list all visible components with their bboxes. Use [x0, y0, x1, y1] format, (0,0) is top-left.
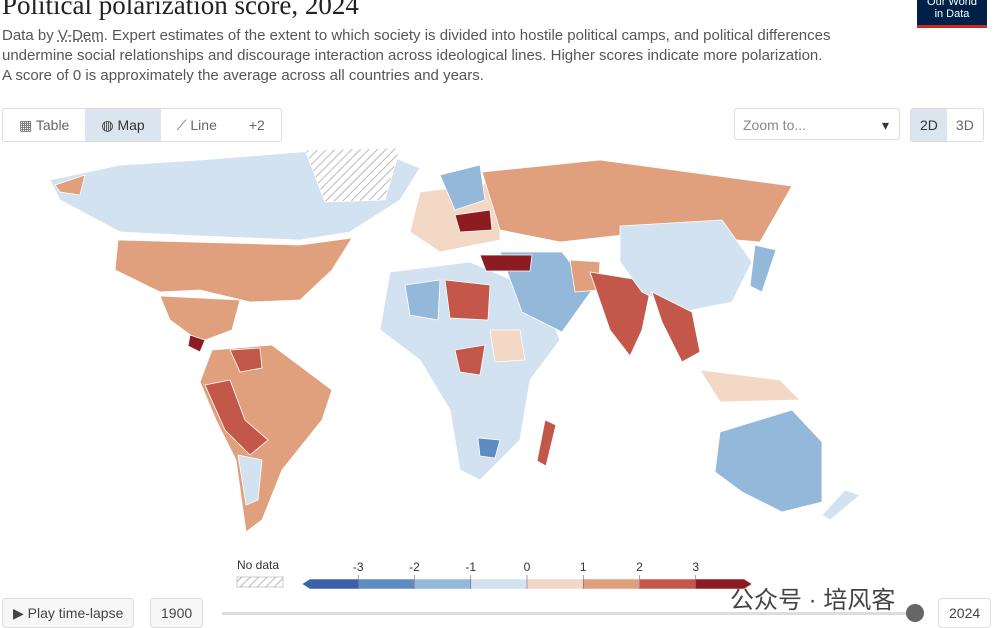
country[interactable]: [204, 379, 269, 456]
tab[interactable]: ⟋ Line: [176, 117, 217, 133]
no-data-swatch: [236, 576, 284, 588]
watermark: 公众号 · 培风客: [730, 587, 896, 614]
source-link[interactable]: V-Dem: [57, 27, 104, 44]
legend-tick-label: -2: [409, 560, 420, 574]
country[interactable]: [699, 369, 801, 403]
country[interactable]: [404, 279, 441, 321]
source-prefix: Data by: [2, 27, 54, 44]
legend-bin: [639, 578, 696, 590]
zoom-label: Zoom to...: [743, 117, 807, 133]
no-data-label: No data: [237, 558, 279, 572]
legend-tick-label: -1: [465, 560, 476, 574]
country[interactable]: [454, 209, 493, 233]
view-toggle: 2D 3D: [910, 108, 984, 142]
logo[interactable]: Our World in Data: [917, 0, 987, 28]
legend-tick-label: -3: [353, 560, 364, 574]
tab-label: Table: [35, 117, 70, 133]
country[interactable]: [536, 419, 557, 467]
tab[interactable]: +2: [248, 117, 265, 133]
subtitle-note: A score of 0 is approximately the averag…: [2, 67, 484, 84]
tab[interactable]: ◍ Map: [85, 109, 161, 141]
legend-bin: [414, 578, 471, 590]
map: [49, 147, 861, 533]
tab-bar: ▦ Table ◍ Map ⟋ Line +2: [2, 108, 282, 142]
legend-tick-label: 1: [580, 560, 587, 574]
country[interactable]: [187, 334, 206, 353]
view-btn[interactable]: 2D: [911, 109, 947, 141]
country[interactable]: [237, 454, 263, 506]
legend-bin: [301, 578, 359, 590]
legend: No data -3 -2 -1 0 1 2 3: [236, 558, 753, 590]
country[interactable]: [499, 251, 593, 333]
country[interactable]: [229, 347, 263, 373]
country[interactable]: [489, 329, 526, 363]
legend-bin: [358, 578, 415, 590]
tab[interactable]: ▦ Table: [19, 117, 70, 133]
country[interactable]: [54, 174, 86, 196]
country[interactable]: [114, 237, 353, 303]
logo-line: in Data: [934, 8, 970, 20]
zoom-select[interactable]: Zoom to... ▾: [734, 108, 900, 140]
tab-label: Line: [190, 117, 217, 133]
subtitle-text: . Expert estimates of the extent to whic…: [2, 27, 831, 64]
legend-bin: [526, 578, 584, 590]
end-year: 2024: [938, 598, 992, 628]
play-label: Play time-lapse: [27, 605, 124, 621]
country[interactable]: [651, 291, 701, 363]
country[interactable]: [439, 164, 486, 211]
countries: [49, 147, 861, 533]
caret: ▾: [881, 117, 889, 133]
country[interactable]: [749, 244, 777, 293]
country[interactable]: [619, 219, 753, 313]
legend-tick-label: 0: [524, 560, 531, 574]
legend-tick-label: 2: [636, 560, 643, 574]
country[interactable]: [304, 147, 401, 203]
country[interactable]: [714, 409, 823, 513]
country[interactable]: [821, 489, 861, 521]
subtitle: Data by V-Dem. Expert estimates of the e…: [2, 26, 902, 86]
country[interactable]: [477, 437, 501, 459]
play-button[interactable]: ▶ Play time-lapse: [2, 598, 135, 628]
country[interactable]: [479, 254, 533, 272]
logo-line: Our World: [927, 0, 977, 8]
country[interactable]: [159, 295, 241, 343]
slider-track[interactable]: [222, 612, 915, 615]
start-year: 1900: [150, 598, 204, 628]
title: Political polarization score, 2024: [2, 0, 359, 20]
legend-bin: [470, 578, 528, 590]
legend-tick-label: 3: [692, 560, 699, 574]
country[interactable]: [444, 279, 491, 321]
legend-bin: [583, 578, 640, 590]
slider-handle[interactable]: [906, 604, 924, 622]
tab-label: Map: [117, 117, 145, 133]
country[interactable]: [454, 344, 486, 376]
view-btn[interactable]: 3D: [955, 117, 974, 133]
